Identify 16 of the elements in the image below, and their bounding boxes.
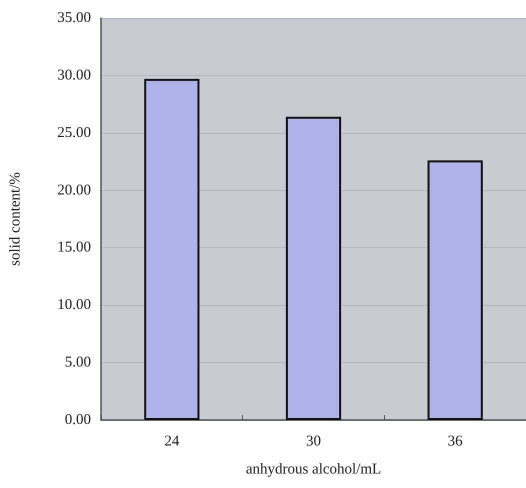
x-tick-label: 24 (164, 434, 180, 450)
y-tick-label: 5.00 (64, 354, 91, 371)
y-tick-label: 15.00 (57, 240, 91, 256)
x-axis-title: anhydrous alcohol/mL (246, 462, 382, 478)
y-tick-label: 25.00 (57, 124, 91, 141)
bar (144, 78, 200, 420)
x-tick-label: 36 (448, 434, 464, 450)
y-axis-title: solid content/% (8, 172, 24, 266)
bar (428, 160, 483, 420)
bar (286, 116, 342, 420)
x-tick-label: 30 (306, 434, 321, 450)
y-tick-label: 20.00 (57, 182, 91, 198)
y-tick-label: 35.00 (57, 10, 91, 26)
y-tick-label: 10.00 (57, 297, 91, 314)
y-tick-label: 30.00 (57, 67, 91, 84)
y-tick-label: 0.00 (64, 412, 91, 428)
